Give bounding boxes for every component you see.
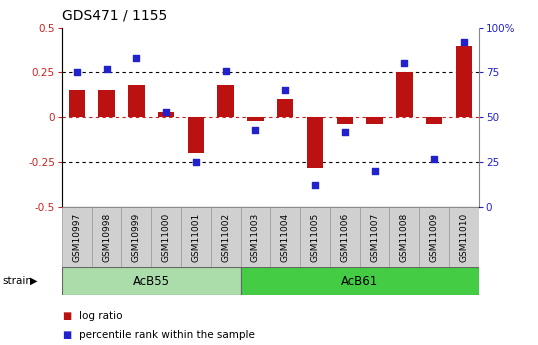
Bar [122, 207, 151, 267]
Bar [158, 112, 174, 117]
Bar [330, 207, 360, 267]
Bar [390, 207, 419, 267]
Point [341, 129, 349, 135]
Bar [68, 90, 85, 117]
Text: GSM10998: GSM10998 [102, 213, 111, 262]
Bar [211, 207, 240, 267]
Text: log ratio: log ratio [79, 311, 123, 321]
Point [400, 61, 409, 66]
Bar [366, 117, 383, 125]
Bar [151, 207, 181, 267]
Bar [247, 117, 264, 121]
Bar [456, 46, 472, 117]
Text: GSM11004: GSM11004 [281, 213, 290, 262]
Text: GSM11002: GSM11002 [221, 213, 230, 262]
Bar [188, 117, 204, 153]
Bar [449, 207, 479, 267]
Text: AcB61: AcB61 [341, 275, 378, 288]
Bar [62, 267, 240, 295]
Text: GSM11010: GSM11010 [459, 213, 469, 262]
Text: AcB55: AcB55 [133, 275, 169, 288]
Point [132, 55, 140, 61]
Bar [396, 72, 413, 117]
Point [251, 127, 260, 132]
Bar [128, 85, 145, 117]
Point [221, 68, 230, 73]
Bar [91, 207, 122, 267]
Point [311, 183, 320, 188]
Bar [300, 207, 330, 267]
Bar [277, 99, 293, 117]
Text: percentile rank within the sample: percentile rank within the sample [79, 330, 255, 339]
Text: ■: ■ [62, 311, 71, 321]
Text: GSM11003: GSM11003 [251, 213, 260, 262]
Bar [240, 267, 479, 295]
Text: ▶: ▶ [30, 276, 37, 286]
Point [192, 159, 200, 165]
Point [430, 156, 438, 161]
Text: ■: ■ [62, 330, 71, 339]
Text: GSM10999: GSM10999 [132, 213, 141, 262]
Point [162, 109, 171, 115]
Bar [181, 207, 211, 267]
Point [102, 66, 111, 72]
Bar [217, 85, 234, 117]
Text: GSM11000: GSM11000 [161, 213, 171, 262]
Bar [360, 207, 390, 267]
Bar [270, 207, 300, 267]
Point [281, 88, 289, 93]
Bar [337, 117, 353, 125]
Point [73, 70, 81, 75]
Text: GSM11008: GSM11008 [400, 213, 409, 262]
Bar [307, 117, 323, 168]
Point [459, 39, 468, 45]
Text: GSM11007: GSM11007 [370, 213, 379, 262]
Text: GSM11006: GSM11006 [341, 213, 349, 262]
Text: GSM11001: GSM11001 [192, 213, 200, 262]
Text: GDS471 / 1155: GDS471 / 1155 [62, 8, 167, 22]
Text: GSM11005: GSM11005 [310, 213, 320, 262]
Bar [62, 207, 91, 267]
Bar [426, 117, 442, 125]
Text: GSM10997: GSM10997 [72, 213, 81, 262]
Text: strain: strain [3, 276, 33, 286]
Point [370, 168, 379, 174]
Bar [98, 90, 115, 117]
Bar [240, 207, 270, 267]
Bar [419, 207, 449, 267]
Text: GSM11009: GSM11009 [430, 213, 438, 262]
